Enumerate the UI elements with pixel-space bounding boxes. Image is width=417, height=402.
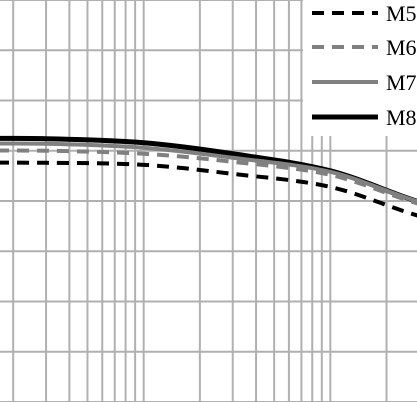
- series-line-m8: [0, 135, 417, 204]
- legend-label-m7: M7: [386, 70, 417, 95]
- series-group: [0, 135, 417, 218]
- series-line-m6: [0, 148, 417, 206]
- legend-label-m8: M8: [386, 105, 417, 130]
- legend-label-m5: M5: [386, 1, 417, 26]
- series-line-m7: [0, 141, 417, 204]
- series-line-m5: [0, 160, 417, 218]
- legend-background: [303, 0, 417, 136]
- legend-label-m6: M6: [386, 35, 417, 60]
- legend: M5 M6 M7 M8: [303, 0, 417, 136]
